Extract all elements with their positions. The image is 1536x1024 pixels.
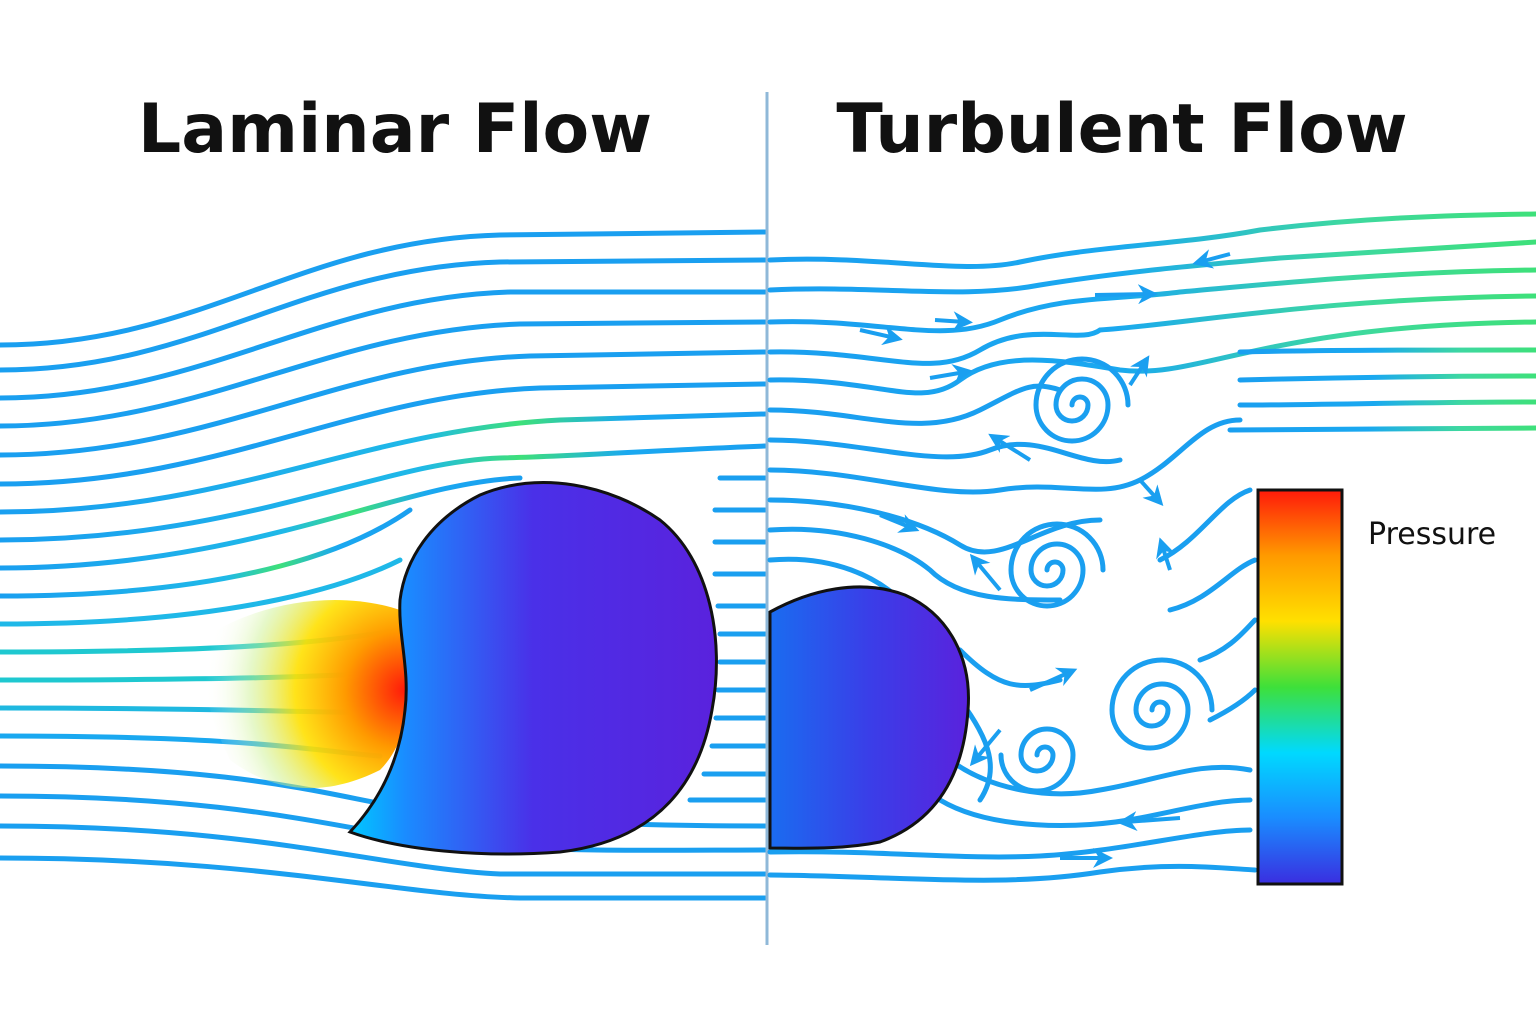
streamline (767, 267, 1536, 334)
streamline (767, 417, 1243, 495)
arrowhead-icon (1192, 249, 1231, 269)
streamline (767, 211, 1536, 269)
streamline (0, 823, 768, 877)
arrowhead-icon (934, 311, 973, 332)
vortices (998, 356, 1215, 794)
streamline (0, 319, 768, 429)
arrowhead-icon (969, 553, 1002, 592)
arrowhead-icon (969, 728, 1002, 767)
arrowhead-icon (1029, 667, 1078, 692)
streamline (0, 381, 768, 487)
flow-arrows (859, 249, 1231, 868)
spiral-icon (1033, 356, 1131, 444)
arrowhead-icon (988, 433, 1032, 462)
streamline (767, 437, 1123, 464)
streamline (0, 349, 768, 458)
streamline (937, 797, 1253, 828)
streamline (767, 239, 1536, 295)
streamline (1237, 373, 1536, 383)
laminar-obstacle (347, 481, 718, 856)
streamline (1227, 425, 1536, 433)
spiral-icon (1008, 521, 1106, 609)
colorbar-scale (1256, 488, 1344, 886)
laminar-title: Laminar Flow (138, 90, 652, 169)
streamline (0, 855, 768, 901)
spiral-icon (1109, 657, 1215, 751)
streamline (0, 507, 413, 599)
streamline (767, 293, 1536, 366)
pressure-region (200, 600, 411, 789)
streamline (767, 497, 1103, 555)
streamline (767, 863, 1258, 883)
streamline (1207, 687, 1258, 723)
streamline (957, 647, 1063, 688)
arrowhead-icon (1117, 811, 1181, 832)
streamline (1197, 617, 1258, 663)
turbulent-obstacle (768, 585, 970, 850)
streamline (767, 383, 1063, 426)
arrowhead-icon (859, 325, 903, 346)
streamline (0, 229, 768, 348)
colorbar-label: Pressure (1368, 517, 1496, 552)
arrowhead-icon (1156, 537, 1176, 571)
laminar-panel (0, 229, 768, 901)
arrowhead-icon (1128, 355, 1150, 387)
streamline (1157, 487, 1253, 563)
streamline (767, 827, 1253, 860)
arrowhead-icon (1138, 478, 1164, 506)
streamline (0, 411, 768, 515)
spiral-icon (998, 726, 1076, 794)
arrowhead-icon (1094, 284, 1158, 305)
streamline (767, 319, 1536, 396)
arrowhead-icon (879, 513, 920, 533)
streamline (767, 526, 1063, 603)
turbulent-title: Turbulent Flow (836, 90, 1407, 169)
streamline (0, 443, 768, 543)
streamline (0, 557, 403, 627)
streamline (1167, 557, 1258, 613)
streamline (1237, 347, 1536, 355)
streamline (0, 257, 768, 373)
arrowhead-icon (929, 364, 973, 384)
streamline (947, 757, 1253, 797)
pressure-colorbar: Pressure (1256, 488, 1496, 886)
streamline (0, 475, 523, 571)
turbulent-panel (767, 211, 1536, 883)
streamline (0, 289, 768, 401)
streamline (1237, 399, 1536, 408)
